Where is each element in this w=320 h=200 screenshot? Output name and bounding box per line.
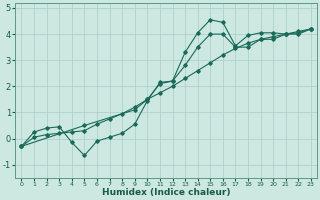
X-axis label: Humidex (Indice chaleur): Humidex (Indice chaleur) <box>102 188 230 197</box>
